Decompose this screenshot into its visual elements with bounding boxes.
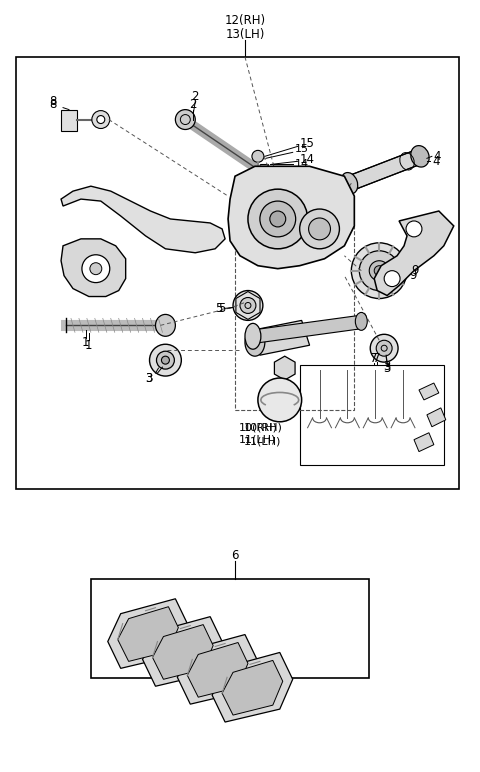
Circle shape: [270, 211, 286, 227]
Circle shape: [150, 344, 181, 376]
Ellipse shape: [245, 328, 265, 356]
Text: 11(LH): 11(LH): [239, 435, 276, 445]
Circle shape: [248, 189, 308, 249]
Circle shape: [258, 378, 301, 422]
Circle shape: [240, 297, 256, 313]
Text: 5: 5: [215, 302, 222, 315]
Circle shape: [369, 261, 389, 280]
Text: 7: 7: [371, 352, 378, 364]
Polygon shape: [252, 320, 310, 355]
Text: 9: 9: [409, 269, 417, 282]
Text: 8: 8: [49, 98, 57, 111]
Text: 7: 7: [373, 352, 381, 364]
Circle shape: [406, 221, 422, 237]
Ellipse shape: [245, 323, 261, 349]
Polygon shape: [275, 356, 295, 380]
Polygon shape: [187, 642, 248, 697]
Text: 1: 1: [82, 336, 90, 349]
Polygon shape: [153, 625, 213, 679]
Text: 3: 3: [384, 360, 391, 373]
Text: 10(RH): 10(RH): [243, 423, 282, 433]
Circle shape: [175, 110, 195, 130]
Text: 3: 3: [384, 361, 391, 374]
Ellipse shape: [411, 146, 429, 167]
Text: 6: 6: [231, 549, 239, 561]
Text: 10(RH): 10(RH): [239, 423, 277, 433]
Circle shape: [384, 271, 400, 286]
Polygon shape: [61, 186, 225, 252]
Polygon shape: [228, 166, 354, 269]
Text: 4: 4: [434, 150, 442, 163]
Polygon shape: [222, 660, 283, 715]
Ellipse shape: [355, 313, 367, 330]
Bar: [260, 164, 268, 186]
Text: 1: 1: [85, 339, 93, 352]
Polygon shape: [374, 211, 454, 296]
Ellipse shape: [341, 173, 358, 194]
Text: 3: 3: [145, 371, 152, 384]
Circle shape: [82, 255, 110, 283]
Polygon shape: [118, 607, 179, 662]
Text: 11(LH): 11(LH): [244, 437, 282, 447]
Text: 15: 15: [300, 137, 314, 150]
Polygon shape: [178, 635, 258, 704]
Circle shape: [360, 251, 399, 290]
Bar: [91, 579, 369, 679]
Circle shape: [90, 262, 102, 275]
Bar: [16, 57, 459, 489]
Circle shape: [97, 116, 105, 124]
Circle shape: [161, 356, 169, 364]
Circle shape: [374, 266, 384, 276]
Bar: [235, 226, 354, 410]
Circle shape: [92, 110, 110, 128]
Circle shape: [351, 243, 407, 299]
Text: 2: 2: [190, 98, 197, 111]
Text: 14: 14: [300, 153, 315, 166]
Polygon shape: [212, 652, 293, 722]
Polygon shape: [414, 433, 434, 452]
Text: 15: 15: [295, 144, 309, 154]
Text: 3: 3: [145, 371, 152, 384]
Polygon shape: [419, 383, 439, 400]
Text: 2: 2: [192, 90, 199, 103]
Text: 14: 14: [295, 159, 309, 169]
Bar: [61, 110, 77, 131]
Text: 13(LH): 13(LH): [225, 28, 264, 41]
Circle shape: [370, 334, 398, 362]
Circle shape: [376, 340, 392, 356]
Circle shape: [252, 151, 264, 162]
Text: 12(RH): 12(RH): [225, 14, 265, 26]
Polygon shape: [427, 408, 446, 427]
Circle shape: [156, 351, 174, 369]
Polygon shape: [250, 316, 364, 344]
Polygon shape: [61, 239, 126, 296]
Text: 5: 5: [218, 302, 226, 315]
Polygon shape: [108, 599, 188, 669]
Polygon shape: [143, 617, 223, 686]
Text: 4: 4: [432, 155, 439, 168]
Polygon shape: [348, 149, 423, 190]
Text: 8: 8: [49, 95, 57, 108]
Text: 9: 9: [411, 264, 419, 277]
Circle shape: [260, 201, 296, 237]
Circle shape: [309, 218, 330, 240]
Ellipse shape: [156, 314, 175, 337]
Circle shape: [300, 209, 339, 249]
Bar: [300, 365, 444, 465]
Circle shape: [233, 290, 263, 320]
